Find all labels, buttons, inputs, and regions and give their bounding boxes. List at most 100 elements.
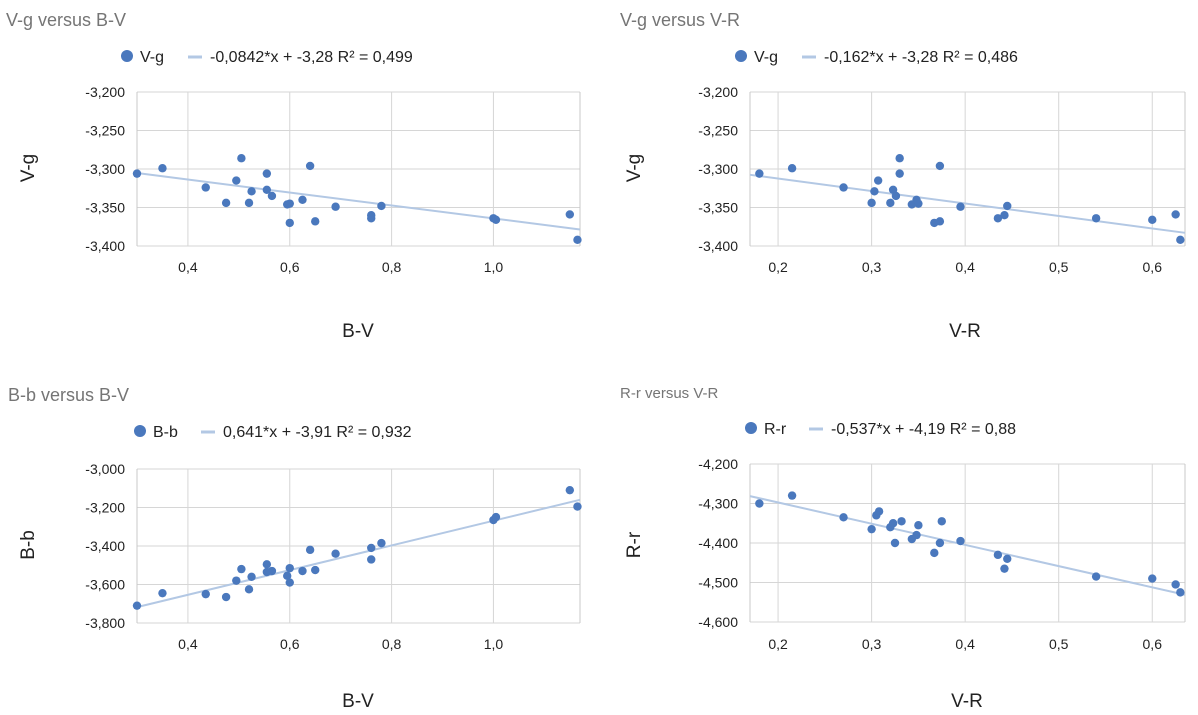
x-tick-label: 0,4 [955,636,975,652]
data-point [839,183,848,192]
data-point [1091,214,1101,223]
plot-area: -3,200 -3,250 -3,300 -3,350 -3,400 0,2 0,3 0,4 0… [698,84,1186,275]
legend-point-marker [735,50,747,62]
data-point [285,218,294,228]
data-point [993,550,1003,560]
y-tick-label: -3,400 [85,238,125,254]
y-tick-label: -3,400 [698,238,738,254]
data-point [377,201,386,211]
data-point [305,161,315,171]
data-point [491,215,501,225]
legend-series-label: B-b [153,424,178,441]
x-tick-label: 0,6 [280,259,300,275]
data-point [285,563,294,573]
chart-title: V-g versus V-R [620,10,740,30]
y-tick-label: -3,300 [85,161,125,177]
data-point [1171,580,1180,589]
data-point [1148,574,1157,583]
data-point [565,210,575,219]
legend-series-label: V-g [754,49,778,66]
data-point [237,564,246,574]
y-tick-label: -3,200 [85,500,125,516]
data-point [755,169,764,178]
x-tick-label: 0,5 [1049,636,1069,652]
data-point [1000,211,1009,220]
data-point [565,485,575,495]
data-point [956,202,965,211]
legend-point-marker [121,50,133,62]
data-point [914,199,923,208]
data-point [935,538,945,548]
data-point [993,214,1003,223]
data-point [1000,564,1009,573]
data-point [331,549,340,558]
data-point [935,217,945,226]
data-point [1171,210,1180,219]
x-axis-label: V-R [949,321,981,342]
legend-point-marker [745,422,757,434]
data-point [305,545,315,555]
data-point [867,524,876,534]
trendline [749,173,1186,234]
data-point [1176,588,1185,597]
data-point [247,572,256,581]
data-point [491,512,501,522]
data-point [573,235,582,245]
data-point [262,560,272,569]
x-tick-label: 0,6 [1143,636,1163,652]
x-tick-label: 0,2 [768,636,788,652]
data-point [755,499,764,508]
y-tick-label: -4,500 [698,575,738,591]
y-tick-label: -3,250 [85,123,125,139]
data-point [262,169,272,178]
y-tick-label: -4,400 [698,535,738,551]
trendline [136,498,581,609]
legend-trend-label: -0,162*x + -3,28 R² = 0,486 [824,49,1018,66]
data-point [158,588,167,598]
data-point [787,164,797,173]
x-tick-label: 0,8 [382,259,402,275]
data-point [897,517,906,526]
data-point [311,565,320,575]
y-tick-label: -3,600 [85,577,125,593]
data-point [956,536,965,546]
data-point [1003,554,1012,563]
x-tick-label: 0,4 [178,259,198,275]
data-point [267,566,277,576]
legend-point-marker [134,425,146,437]
y-tick-label: -3,200 [698,84,738,100]
x-tick-label: 0,4 [178,636,198,652]
y-tick-label: -3,800 [85,615,125,631]
chart-bb-vs-bv: B-b versus B-V B-b 0,641*x + -3,91 R² = … [8,385,582,712]
y-axis-label: R-r [624,531,645,558]
trendline [749,495,1186,596]
data-point [285,578,294,587]
data-point [244,585,254,594]
legend-trend-label: -0,537*x + -4,19 R² = 0,88 [831,421,1016,438]
y-tick-label: -3,200 [85,84,125,100]
y-tick-label: -3,250 [698,123,738,139]
plot-area: -3,000 -3,200 -3,400 -3,600 -3,800 0,4 0,6 0,8 1… [85,461,582,652]
chart-vg-vs-bv: V-g versus B-V V-g -0,0842*x + -3,28 R² … [6,10,582,342]
data-point [1148,215,1157,225]
data-point [890,538,900,548]
trendline [136,172,581,231]
x-axis-label: B-V [342,691,374,712]
chart-title: B-b versus B-V [8,385,129,405]
data-point [867,198,876,208]
y-tick-label: -3,350 [698,200,738,216]
x-tick-label: 0,3 [862,259,882,275]
chart-vg-vs-vr: V-g versus V-R V-g -0,162*x + -3,28 R² =… [620,10,1186,342]
data-point [930,548,939,558]
data-point [935,161,945,171]
data-point [201,183,210,192]
data-point [367,555,376,564]
data-point [839,513,848,522]
data-point [298,566,307,576]
chart-rr-vs-vr: R-r versus V-R R-r -0,537*x + -4,19 R² =… [620,385,1186,712]
x-tick-label: 0,4 [955,259,975,275]
data-point [201,589,210,599]
x-axis-label: B-V [342,321,374,342]
data-point [298,195,307,204]
legend-trend-label: 0,641*x + -3,91 R² = 0,932 [223,424,412,441]
